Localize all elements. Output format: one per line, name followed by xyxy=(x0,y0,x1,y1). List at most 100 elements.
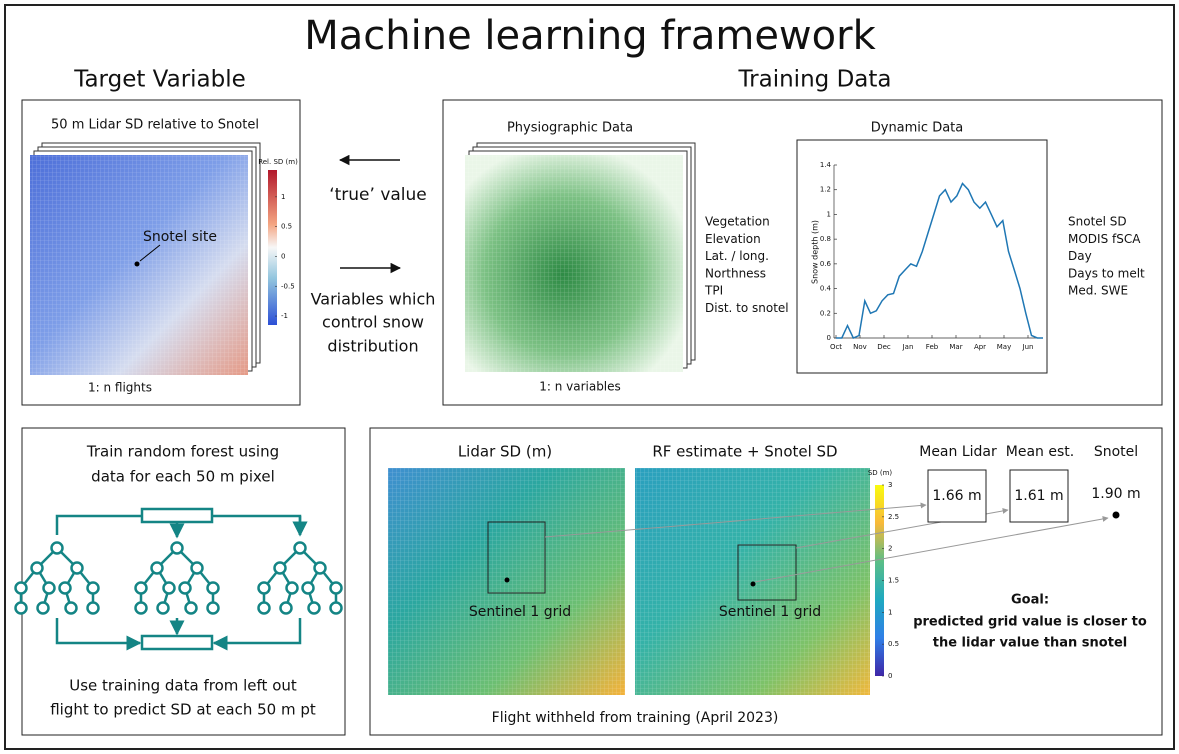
snotel-dot xyxy=(751,582,756,587)
tree-node xyxy=(16,583,27,594)
x-tick-label: Feb xyxy=(926,343,939,351)
snotel-dot xyxy=(505,578,510,583)
stat-label: Snotel xyxy=(1094,444,1138,460)
diagram: Machine learning framework Target Variab… xyxy=(0,0,1179,754)
variable-name: Northness xyxy=(705,266,766,280)
colorbar-tick-label: 2 xyxy=(888,545,892,553)
y-tick-label: 0.2 xyxy=(820,309,831,317)
variable-name: TPI xyxy=(704,284,723,298)
tree-node xyxy=(281,603,292,614)
goal-text: Goal: xyxy=(1011,593,1049,608)
tree-node xyxy=(152,563,163,574)
tree-node xyxy=(172,543,183,554)
goal-text: the lidar value than snotel xyxy=(933,636,1127,651)
stat-value: 1.66 m xyxy=(932,488,981,504)
x-tick-label: Nov xyxy=(853,343,867,351)
section-title: Target Variable xyxy=(73,67,246,93)
tree-node xyxy=(16,603,27,614)
snotel-dot xyxy=(135,262,140,267)
stat-label: Mean est. xyxy=(1006,444,1074,460)
rf-text: flight to predict SD at each 50 m pt xyxy=(50,701,316,719)
variable-name: Day xyxy=(1068,249,1092,263)
tree-node xyxy=(208,583,219,594)
footer: 1: n flights xyxy=(88,381,152,395)
colorbar xyxy=(268,170,277,325)
output-box xyxy=(142,636,212,649)
tree-node xyxy=(309,603,320,614)
rf-text: Use training data from left out xyxy=(69,677,297,695)
y-tick-label: 1.2 xyxy=(820,186,831,194)
tree-node xyxy=(186,603,197,614)
y-axis-label: Snow depth (m) xyxy=(811,220,820,284)
y-tick-label: 0.6 xyxy=(820,260,832,268)
colorbar-tick-label: 1.5 xyxy=(888,577,899,585)
forest-diagram xyxy=(16,509,342,649)
image-title: RF estimate + Snotel SD xyxy=(652,443,837,461)
x-tick-label: Apr xyxy=(974,343,986,351)
colorbar-tick-label: 2.5 xyxy=(888,513,899,521)
tree-node xyxy=(259,603,270,614)
caption: Physiographic Data xyxy=(507,121,633,136)
tree-node xyxy=(331,603,342,614)
tree-node xyxy=(72,563,83,574)
colorbar-tick-label: 3 xyxy=(888,481,892,489)
colorbar-tick-label: 0 xyxy=(888,672,892,680)
x-tick-label: Jun xyxy=(1022,343,1034,351)
tree-node xyxy=(192,563,203,574)
variable-name: Snotel SD xyxy=(1068,215,1127,229)
connector xyxy=(214,618,300,643)
tree-node xyxy=(88,603,99,614)
caption: Dynamic Data xyxy=(871,121,964,136)
colorbar-tick-label: 0.5 xyxy=(888,640,899,648)
tree-node xyxy=(158,603,169,614)
x-tick-label: Mar xyxy=(949,343,962,351)
stat-value: 1.90 m xyxy=(1091,486,1140,502)
stat-label: Mean Lidar xyxy=(919,444,997,460)
tree-node xyxy=(303,583,314,594)
tree-node xyxy=(208,603,219,614)
colorbar-label: Rel. SD (m) xyxy=(258,158,298,166)
tree-node xyxy=(180,583,191,594)
snotel-label: Snotel site xyxy=(143,229,217,245)
x-tick-label: May xyxy=(997,343,1011,351)
heatmap-grid xyxy=(465,155,683,372)
image-stack xyxy=(465,143,695,372)
colorbar-tick-label: 1 xyxy=(281,193,285,201)
x-tick-label: Dec xyxy=(877,343,891,351)
colorbar-label: SD (m) xyxy=(868,469,893,477)
caption: 50 m Lidar SD relative to Snotel xyxy=(51,118,259,133)
y-tick-label: 1.4 xyxy=(820,161,832,169)
tree-node xyxy=(44,583,55,594)
tree-node xyxy=(287,583,298,594)
tree-node xyxy=(259,583,270,594)
variable-name: Days to melt xyxy=(1068,266,1145,280)
colorbar-tick-label: 0.5 xyxy=(281,223,292,231)
colorbar-tick-label: 0 xyxy=(281,252,285,260)
grid-label: Sentinel 1 grid xyxy=(469,604,571,620)
tree-node xyxy=(52,543,63,554)
heatmap-grid xyxy=(635,468,870,695)
variable-name: Med. SWE xyxy=(1068,284,1128,298)
grid-label: Sentinel 1 grid xyxy=(719,604,821,620)
x-tick-label: Jan xyxy=(902,343,914,351)
rf-text: Train random forest using xyxy=(86,443,279,461)
tree-node xyxy=(295,543,306,554)
tree-node xyxy=(32,563,43,574)
variables-text: Variables which xyxy=(311,290,436,309)
x-tick-label: Oct xyxy=(830,343,842,351)
image-stack xyxy=(30,143,260,375)
y-tick-label: 0.4 xyxy=(820,285,832,293)
goal-text: predicted grid value is closer to xyxy=(913,615,1147,630)
colorbar-tick-label: -0.5 xyxy=(281,282,295,290)
y-tick-label: 0 xyxy=(827,334,831,342)
variable-name: Lat. / long. xyxy=(705,249,769,263)
tree-node xyxy=(88,583,99,594)
footer: 1: n variables xyxy=(539,380,621,394)
tree-node xyxy=(136,583,147,594)
variable-name: Dist. to snotel xyxy=(705,301,789,315)
footer: Flight withheld from training (April 202… xyxy=(492,710,779,726)
tree-node xyxy=(60,583,71,594)
tree-node xyxy=(275,563,286,574)
